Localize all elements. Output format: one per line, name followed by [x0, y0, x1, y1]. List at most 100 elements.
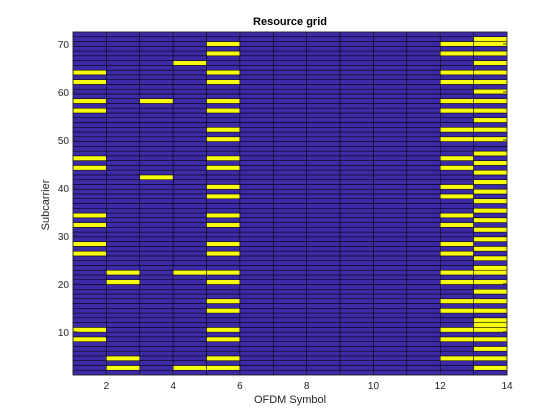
cell-empty [106, 160, 141, 166]
cell-empty [306, 193, 341, 199]
cell-empty [473, 260, 508, 266]
cell-empty [273, 246, 307, 252]
cell-empty [72, 160, 107, 166]
cell-empty [339, 217, 374, 223]
cell-empty [206, 117, 241, 123]
cell-empty [172, 36, 207, 42]
cell-empty [72, 227, 107, 233]
cell-occupied [439, 165, 474, 171]
cell-empty [406, 260, 441, 266]
cell-empty [172, 131, 207, 138]
cell-empty [72, 298, 107, 304]
cell-occupied [206, 41, 241, 47]
cell-empty [406, 217, 441, 223]
cell-empty [239, 293, 274, 300]
cell-empty [339, 41, 374, 47]
cell-empty [172, 298, 207, 304]
x-tick-label: 2 [104, 381, 110, 392]
cell-empty [473, 250, 508, 257]
cell-empty [373, 122, 408, 128]
cell-empty [439, 131, 474, 138]
cell-occupied [439, 212, 474, 219]
y-tick-label: 40 [58, 184, 70, 195]
cell-occupied [473, 88, 508, 95]
cell-empty [273, 369, 307, 376]
cell-empty [239, 107, 274, 114]
cell-occupied [206, 212, 241, 219]
cell-empty [406, 169, 441, 176]
cell-empty [239, 98, 274, 104]
x-axis-ticks: 2 4 6 8 10 12 14 [104, 32, 513, 392]
cell-empty [373, 74, 408, 80]
cell-empty [406, 103, 441, 109]
cell-empty [72, 169, 107, 176]
cell-empty [439, 350, 474, 357]
cell-occupied [473, 208, 508, 214]
cell-empty [72, 365, 107, 371]
cell-occupied [473, 289, 508, 295]
cell-occupied [206, 155, 241, 161]
cell-empty [373, 107, 408, 114]
cell-empty [106, 141, 141, 147]
cell-empty [473, 74, 508, 80]
cell-empty [306, 208, 341, 214]
cell-empty [106, 217, 141, 223]
cell-empty [339, 284, 374, 290]
cell-occupied [473, 60, 508, 66]
cell-occupied [473, 169, 508, 176]
cell-empty [139, 179, 174, 185]
cell-empty [306, 289, 341, 295]
cell-empty [339, 250, 374, 257]
cell-empty [273, 69, 307, 76]
cell-empty [106, 188, 141, 195]
cell-empty [339, 36, 374, 42]
cell-empty [306, 327, 341, 333]
cell-empty [273, 331, 307, 338]
cell-empty [172, 289, 207, 295]
cell-empty [172, 103, 207, 109]
cell-empty [239, 193, 274, 199]
cell-empty [239, 331, 274, 338]
cell-occupied [206, 327, 241, 333]
cell-empty [339, 50, 374, 57]
cell-empty [439, 231, 474, 238]
cell-empty [72, 122, 107, 128]
cell-empty [373, 355, 408, 361]
cell-empty [473, 65, 508, 71]
cell-empty [439, 246, 474, 252]
cell-empty [273, 346, 307, 352]
cell-empty [72, 193, 107, 199]
cell-empty [373, 117, 408, 123]
cell-empty [273, 131, 307, 138]
cell-empty [239, 203, 274, 209]
cell-empty [439, 303, 474, 309]
cell-empty [106, 193, 141, 199]
cell-empty [339, 160, 374, 166]
cell-empty [339, 322, 374, 328]
cell-empty [439, 65, 474, 71]
cell-empty [406, 131, 441, 138]
cell-occupied [106, 279, 141, 285]
cell-empty [273, 274, 307, 280]
cell-empty [273, 193, 307, 199]
cell-empty [239, 65, 274, 71]
cell-empty [339, 117, 374, 123]
cell-empty [273, 112, 307, 118]
cell-empty [172, 212, 207, 219]
cell-empty [106, 50, 141, 57]
cell-empty [239, 41, 274, 47]
cell-empty [139, 208, 174, 214]
cell-empty [139, 255, 174, 261]
cell-empty [373, 260, 408, 266]
cell-empty [473, 193, 508, 199]
cell-occupied [172, 269, 207, 276]
cell-occupied [439, 127, 474, 133]
cell-empty [273, 293, 307, 300]
cell-empty [406, 112, 441, 118]
cell-empty [273, 236, 307, 242]
cell-empty [172, 160, 207, 166]
cell-empty [306, 155, 341, 161]
cell-occupied [473, 317, 508, 323]
cell-occupied [473, 179, 508, 185]
cell-empty [106, 250, 141, 257]
